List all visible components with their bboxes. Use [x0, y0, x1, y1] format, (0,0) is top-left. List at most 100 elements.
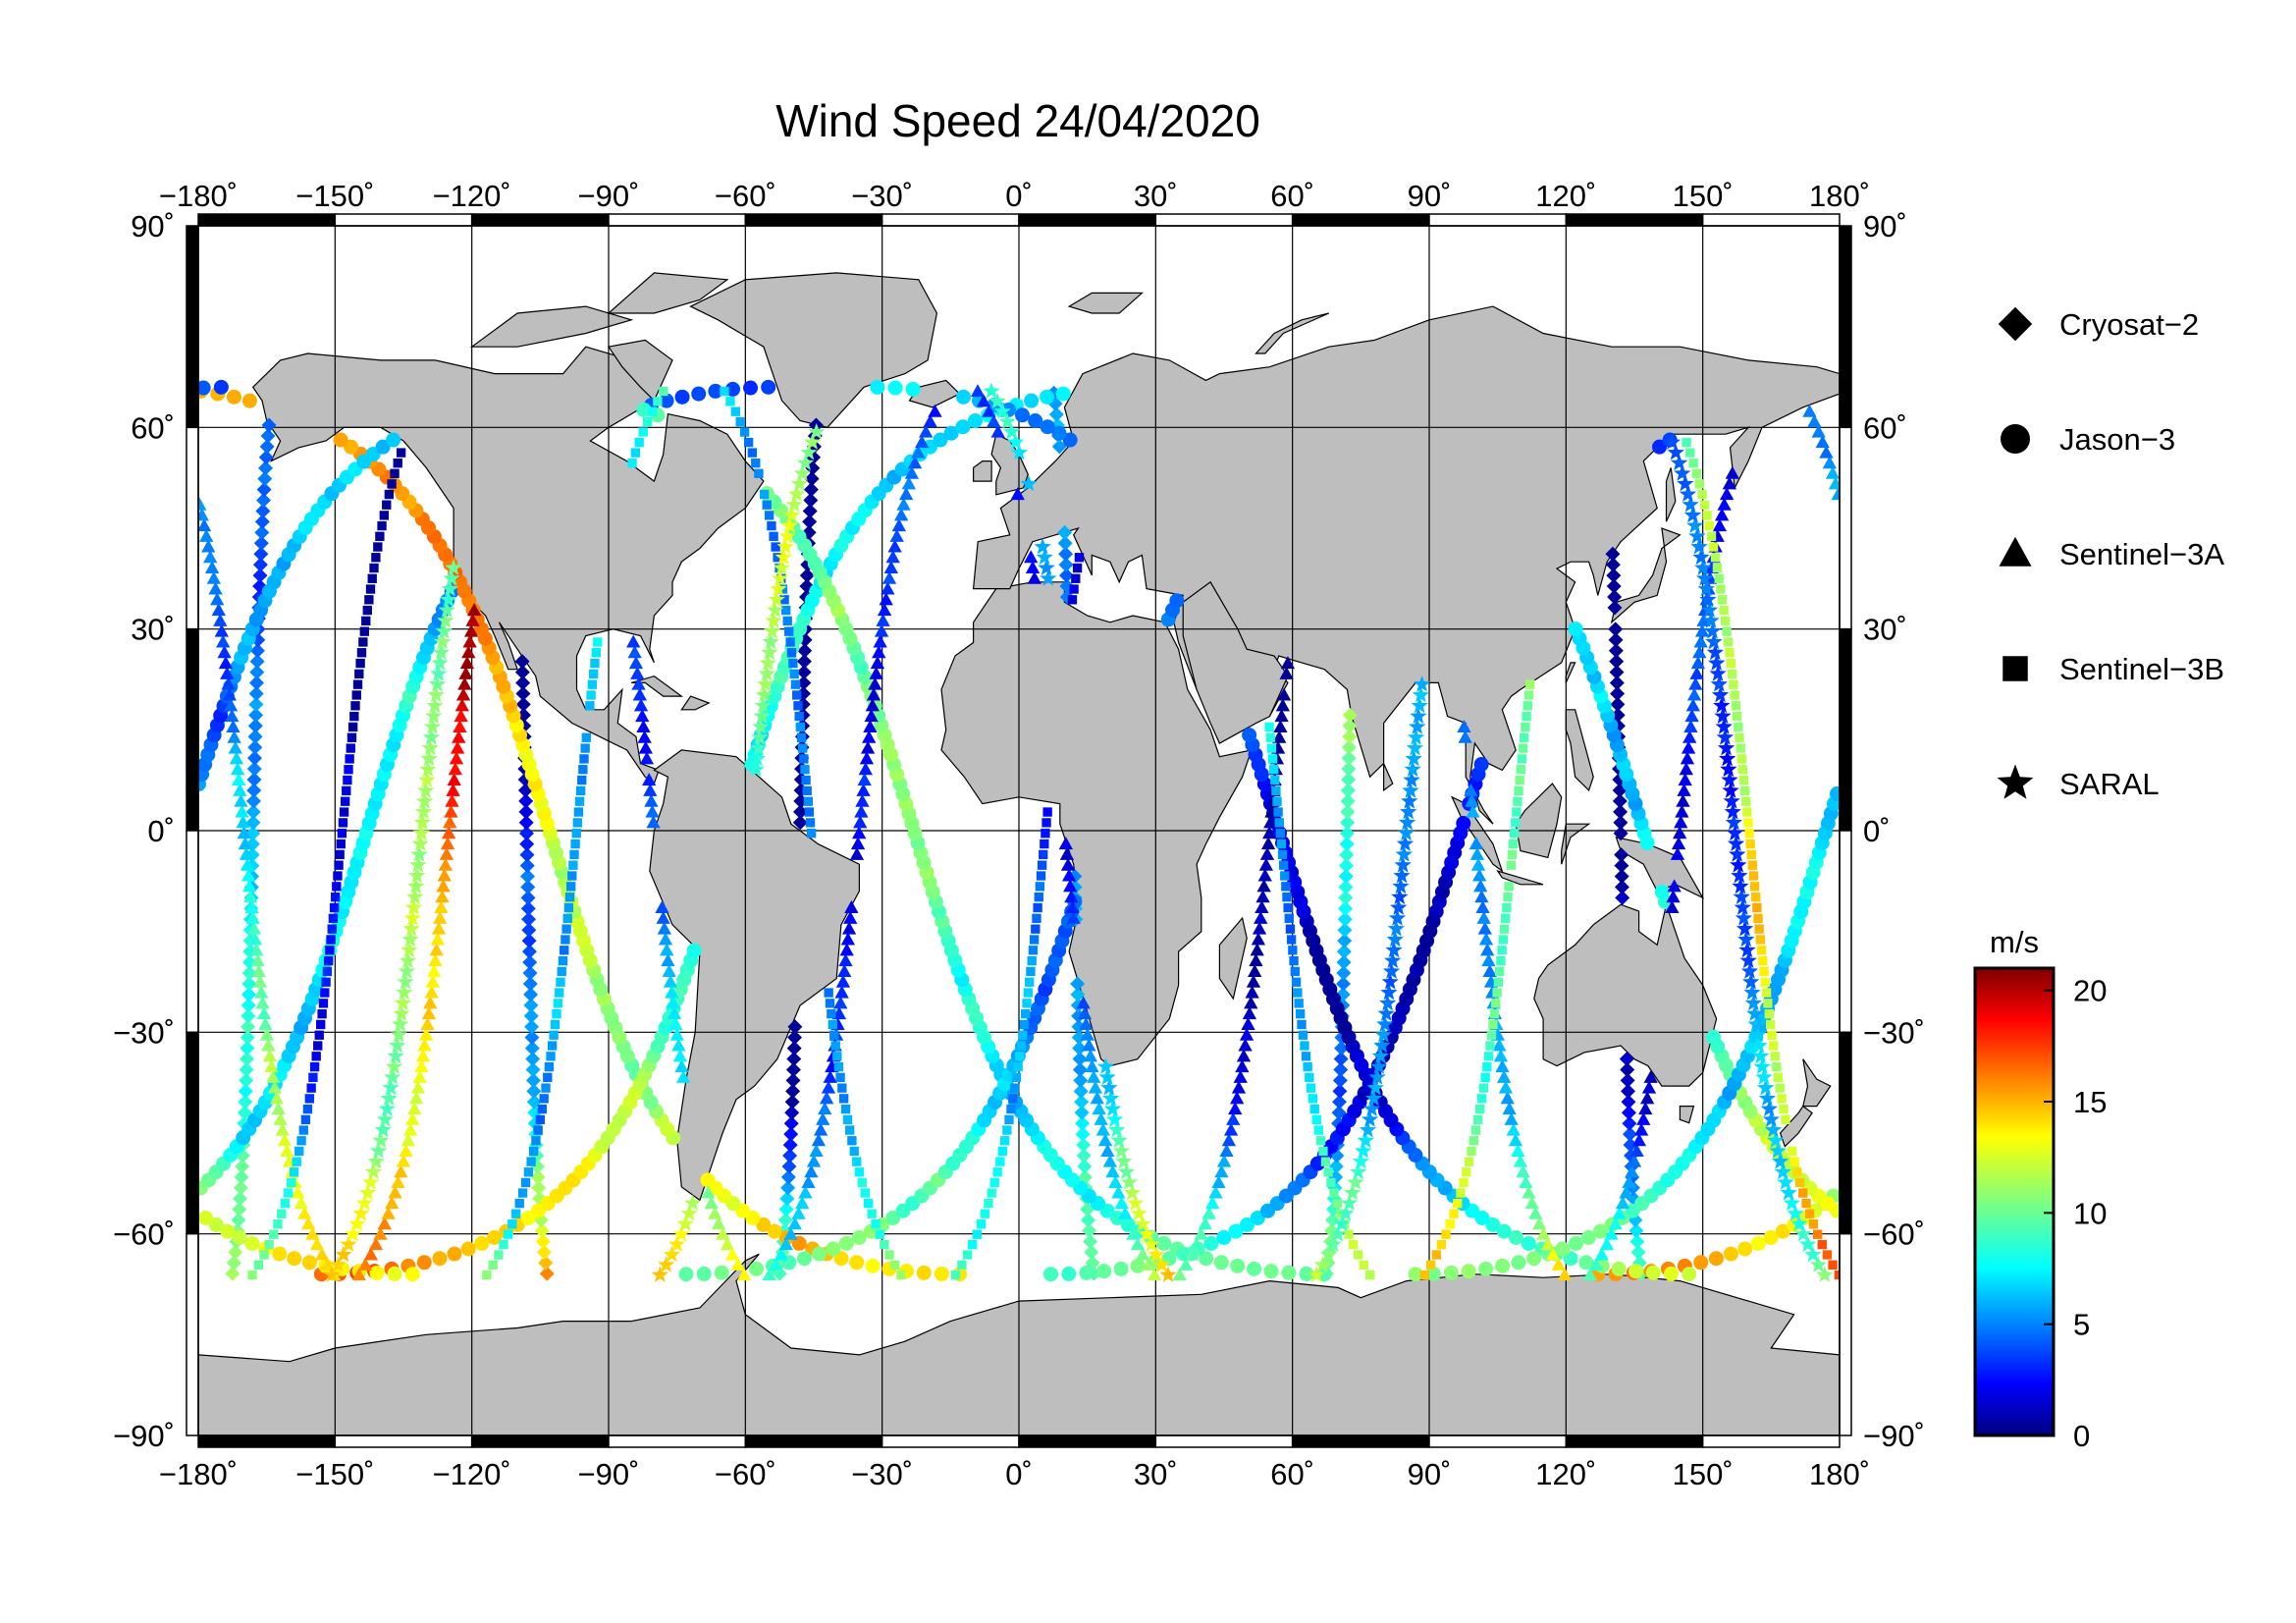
frame-bar-right: [1839, 1031, 1852, 1235]
track-point-square: [283, 1188, 294, 1198]
frame-bar-top: [1428, 213, 1568, 227]
track-point-triangle: [249, 943, 264, 956]
track-point-triangle: [1257, 868, 1272, 882]
track-point-square: [1282, 893, 1292, 902]
track-point-triangle: [433, 910, 448, 924]
track-point-square: [322, 966, 333, 977]
track-point-star: [401, 930, 419, 947]
track-point-star: [1374, 1026, 1392, 1043]
track-point-square: [578, 765, 588, 775]
track-point-star: [1748, 1026, 1767, 1043]
track-point-square: [300, 1114, 311, 1125]
track-point-diamond: [245, 815, 261, 831]
track-point-diamond: [1070, 976, 1086, 992]
track-point-triangle: [444, 804, 458, 818]
track-point-triangle: [844, 900, 859, 914]
land-australia: [1533, 902, 1718, 1087]
track-point-triangle: [1582, 1268, 1597, 1281]
track-point-star: [1702, 612, 1720, 628]
colorbar-tick-label: 15: [2073, 1085, 2107, 1119]
track-point-square: [1273, 807, 1283, 817]
track-point-diamond: [237, 1105, 252, 1120]
track-point-triangle: [1557, 1268, 1573, 1281]
track-point-square: [824, 988, 833, 998]
track-point-diamond: [1340, 804, 1356, 820]
track-point-triangle: [833, 996, 848, 1009]
track-point-diamond: [1058, 557, 1074, 572]
track-point-star: [1816, 1266, 1834, 1282]
track-point-square: [1034, 893, 1043, 902]
track-point-square: [343, 775, 352, 785]
tick-labels: −180˚−180˚−150˚−150˚−120˚−120˚−90˚−90˚−6…: [113, 179, 1925, 1491]
track-point-star: [1020, 474, 1038, 492]
track-point-star: [443, 569, 460, 586]
track-point-triangle: [701, 1185, 716, 1199]
track-point-triangle: [1241, 1016, 1255, 1030]
track-point-diamond: [255, 503, 271, 518]
track-point-circle: [344, 439, 359, 455]
land-new-zealand-south: [1779, 1105, 1813, 1148]
track-point-star: [1392, 877, 1410, 894]
track-point-triangle: [259, 1027, 274, 1041]
track-point-square: [566, 882, 576, 892]
track-point-square: [1276, 839, 1287, 849]
track-point-triangle: [238, 837, 252, 850]
track-point-triangle: [394, 1164, 408, 1178]
track-point-diamond: [1629, 1233, 1645, 1249]
track-point-diamond: [515, 696, 531, 712]
track-point-square: [1720, 616, 1731, 626]
track-point-triangle: [990, 424, 1005, 438]
track-point-square: [364, 595, 374, 605]
track-point-star: [676, 1215, 694, 1232]
track-point-diamond: [248, 685, 264, 701]
track-point-diamond: [1621, 1094, 1636, 1109]
track-point-square: [356, 648, 367, 658]
track-point-square: [1722, 626, 1732, 636]
track-point-diamond: [1607, 589, 1623, 605]
track-point-triangle: [1061, 868, 1077, 882]
track-point-square: [1264, 722, 1274, 732]
track-point-triangle: [1497, 1069, 1512, 1083]
track-point-square: [1297, 1019, 1307, 1030]
track-point-triangle: [412, 1069, 427, 1083]
track-point-diamond: [1076, 1148, 1092, 1163]
track-point-star: [1368, 1068, 1386, 1085]
track-point-square: [803, 796, 813, 806]
track-point-square: [739, 427, 750, 437]
track-point-square: [1015, 1052, 1025, 1061]
track-point-triangle: [309, 1237, 325, 1251]
track-point-square: [1445, 1219, 1455, 1229]
track-point-triangle: [1674, 815, 1688, 829]
track-point-circle: [1242, 728, 1257, 743]
track-point-square: [535, 1114, 545, 1125]
track-point-circle: [487, 1229, 503, 1245]
land-philippines: [1565, 709, 1594, 791]
track-point-star: [1725, 813, 1742, 831]
track-point-triangle: [1815, 435, 1830, 449]
track-point-star: [1386, 930, 1404, 947]
track-point-triangle: [891, 518, 907, 532]
lat-tick-label-right: 0˚: [1863, 814, 1891, 848]
track-point-triangle: [373, 1226, 388, 1240]
track-point-triangle: [866, 687, 881, 701]
track-point-square: [514, 1198, 524, 1209]
track-point-triangle: [232, 773, 246, 786]
track-point-circle: [369, 1265, 385, 1280]
track-point-star: [400, 941, 418, 958]
track-point-star: [1384, 951, 1402, 968]
track-point-triangle: [1065, 900, 1080, 914]
track-point-diamond: [1339, 847, 1355, 863]
track-point-square: [1737, 765, 1748, 775]
track-point-star: [1313, 1256, 1332, 1272]
track-point-diamond: [787, 1030, 803, 1046]
track-point-diamond: [1614, 847, 1629, 863]
track-point-triangle: [261, 1038, 276, 1052]
track-point-square: [844, 1125, 855, 1135]
track-point-square: [747, 448, 758, 458]
track-point-square: [1497, 946, 1507, 955]
track-point-square: [332, 882, 342, 892]
track-point-square: [1822, 1250, 1833, 1260]
track-point-triangle: [1631, 1133, 1647, 1147]
lon-tick-label-top: −60˚: [715, 179, 776, 213]
track-point-triangle: [1828, 476, 1840, 490]
